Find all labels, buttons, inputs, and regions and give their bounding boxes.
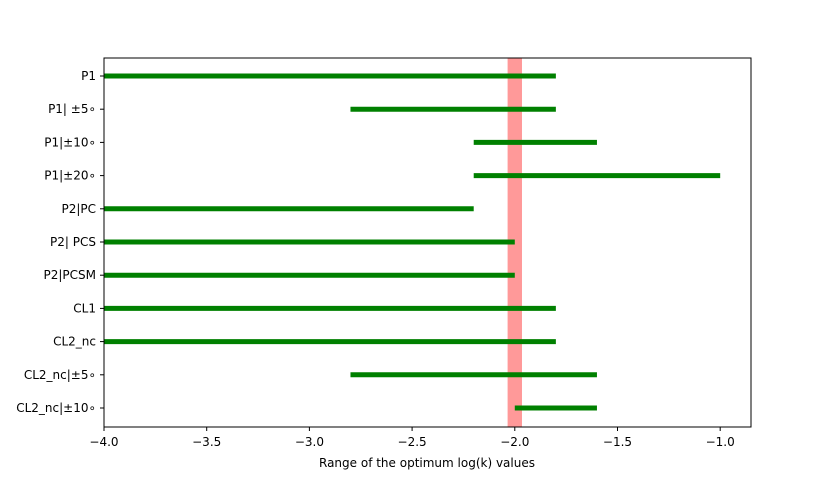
x-tick-label: −3.5 [192,435,221,449]
y-tick-label: P2| PCS [50,235,96,249]
y-tick-label: P1 [81,69,96,83]
x-axis-label: Range of the optimum log(k) values [319,456,535,470]
y-tick-label: P1| ±5∘ [48,102,96,116]
y-tick-label: CL2_nc [53,335,96,349]
x-tick-label: −2.5 [398,435,427,449]
x-tick-label: −4.0 [89,435,118,449]
y-tick-label: P2|PCSM [44,268,97,282]
y-tick-label: CL2_nc|±5∘ [24,368,96,382]
y-tick-label: CL1 [73,301,96,315]
x-tick-label: −3.0 [295,435,324,449]
y-tick-label: P2|PC [61,202,96,216]
y-tick-label: P1|±10∘ [44,135,96,149]
x-tick-label: −1.0 [706,435,735,449]
y-tick-label: CL2_nc|±10∘ [16,401,96,415]
x-tick-label: −2.0 [500,435,529,449]
x-tick-label: −1.5 [603,435,632,449]
y-tick-label: P1|±20∘ [44,169,96,183]
